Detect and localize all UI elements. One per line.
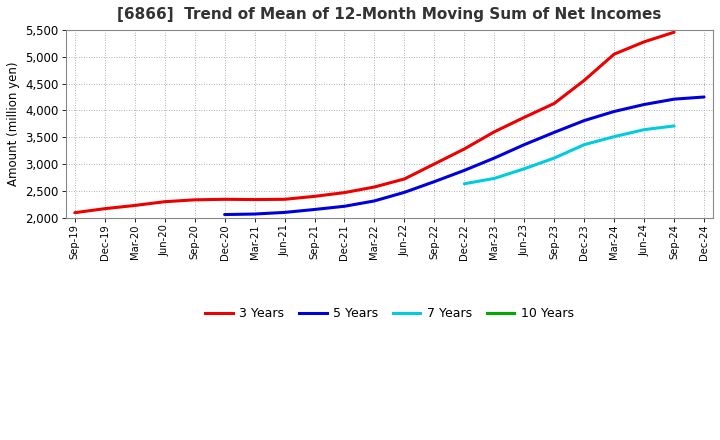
3 Years <box>640 39 649 44</box>
7 Years <box>520 166 528 172</box>
5 Years <box>400 190 409 195</box>
7 Years <box>550 155 559 161</box>
Title: [6866]  Trend of Mean of 12-Month Moving Sum of Net Incomes: [6866] Trend of Mean of 12-Month Moving … <box>117 7 662 22</box>
7 Years <box>580 142 588 147</box>
5 Years <box>280 210 289 215</box>
7 Years <box>640 127 649 132</box>
3 Years <box>670 29 678 35</box>
7 Years <box>610 134 618 139</box>
Line: 5 Years: 5 Years <box>225 97 704 215</box>
5 Years <box>220 212 229 217</box>
5 Years <box>370 198 379 204</box>
5 Years <box>520 142 528 147</box>
3 Years <box>430 161 438 167</box>
3 Years <box>161 199 169 204</box>
5 Years <box>700 94 708 99</box>
Y-axis label: Amount (million yen): Amount (million yen) <box>7 62 20 186</box>
5 Years <box>610 109 618 114</box>
3 Years <box>340 190 348 195</box>
5 Years <box>310 207 319 212</box>
Line: 3 Years: 3 Years <box>75 32 674 213</box>
5 Years <box>550 130 559 135</box>
3 Years <box>130 203 139 208</box>
5 Years <box>670 96 678 102</box>
3 Years <box>400 176 409 182</box>
7 Years <box>670 123 678 128</box>
7 Years <box>460 181 469 187</box>
3 Years <box>610 51 618 57</box>
3 Years <box>490 129 499 135</box>
3 Years <box>520 115 528 120</box>
3 Years <box>101 206 109 211</box>
3 Years <box>251 197 259 202</box>
5 Years <box>640 102 649 107</box>
7 Years <box>490 176 499 181</box>
5 Years <box>430 179 438 184</box>
3 Years <box>71 210 79 215</box>
5 Years <box>340 204 348 209</box>
3 Years <box>220 197 229 202</box>
3 Years <box>580 78 588 83</box>
3 Years <box>460 147 469 152</box>
5 Years <box>460 168 469 173</box>
Legend: 3 Years, 5 Years, 7 Years, 10 Years: 3 Years, 5 Years, 7 Years, 10 Years <box>200 302 579 326</box>
Line: 7 Years: 7 Years <box>464 126 674 184</box>
3 Years <box>190 197 199 202</box>
3 Years <box>370 184 379 190</box>
3 Years <box>280 197 289 202</box>
5 Years <box>251 211 259 216</box>
3 Years <box>310 194 319 199</box>
5 Years <box>580 118 588 123</box>
5 Years <box>490 155 499 161</box>
3 Years <box>550 101 559 106</box>
